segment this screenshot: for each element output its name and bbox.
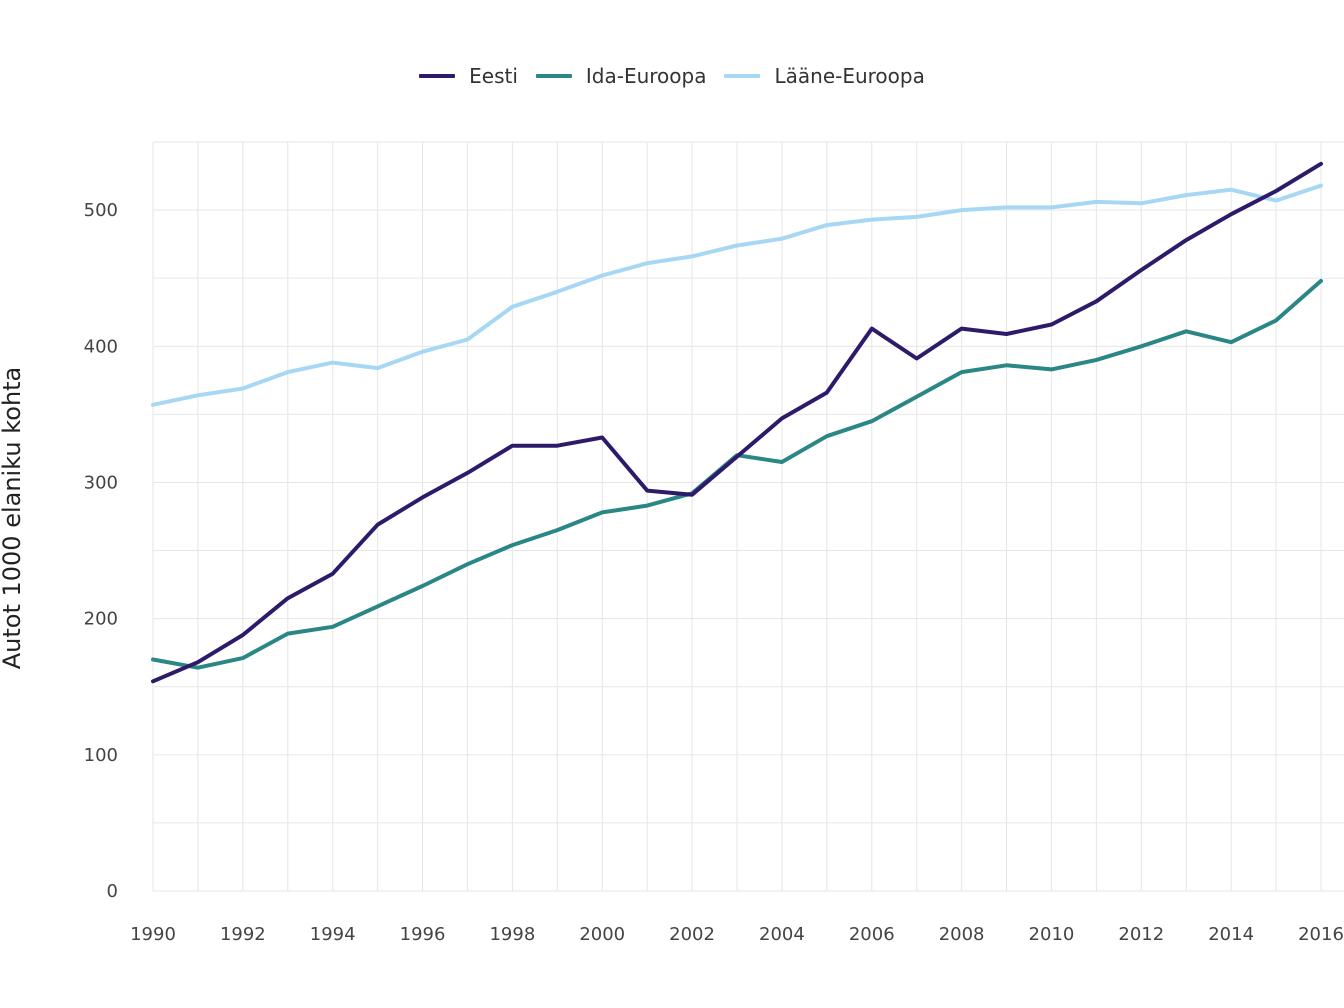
y-tick-label: 0 (107, 881, 118, 902)
y-axis-ticks: 0 100 200 300 400 500 (84, 200, 118, 902)
legend-label-eesti: Eesti (469, 64, 518, 88)
legend-swatch-laane-euroopa (724, 74, 761, 78)
legend-swatch-ida-euroopa (535, 74, 572, 78)
x-tick-label: 2006 (849, 924, 895, 945)
y-tick-label: 500 (84, 200, 118, 221)
legend: Eesti Ida-Euroopa Lääne-Euroopa (0, 60, 1344, 92)
series-line-eesti (151, 161, 1323, 684)
y-tick-label: 400 (84, 336, 118, 357)
x-tick-label: 2000 (579, 924, 625, 945)
legend-item-ida-euroopa: Ida-Euroopa (535, 64, 707, 88)
y-tick-label: 300 (84, 472, 118, 493)
x-tick-label: 1990 (130, 924, 176, 945)
y-tick-label: 100 (84, 745, 118, 766)
y-tick-label: 200 (84, 609, 118, 630)
x-axis-ticks: 1990 1992 1994 1996 1998 2000 2002 2004 2006 2008… (130, 924, 1344, 945)
x-tick-label: 2014 (1208, 924, 1254, 945)
legend-label-laane-euroopa: Lääne-Euroopa (774, 64, 925, 88)
legend-label-ida-euroopa: Ida-Euroopa (585, 64, 707, 88)
x-tick-label: 2012 (1118, 924, 1164, 945)
x-tick-label: 2016 (1298, 924, 1344, 945)
legend-swatch-eesti (419, 74, 456, 78)
x-tick-label: 1996 (400, 924, 446, 945)
x-tick-label: 1994 (310, 924, 356, 945)
legend-item-laane-euroopa: Lääne-Euroopa (724, 64, 925, 88)
x-tick-label: 1998 (489, 924, 535, 945)
series-line-l-ne-euroopa (151, 183, 1323, 407)
legend-item-eesti: Eesti (419, 64, 518, 88)
x-tick-label: 2002 (669, 924, 715, 945)
series-lines (151, 161, 1323, 684)
y-axis-label: Autot 1000 elaniku kohta (0, 366, 26, 670)
x-tick-label: 2004 (759, 924, 805, 945)
x-tick-label: 2008 (939, 924, 985, 945)
x-tick-label: 1992 (220, 924, 266, 945)
x-tick-label: 2010 (1029, 924, 1075, 945)
